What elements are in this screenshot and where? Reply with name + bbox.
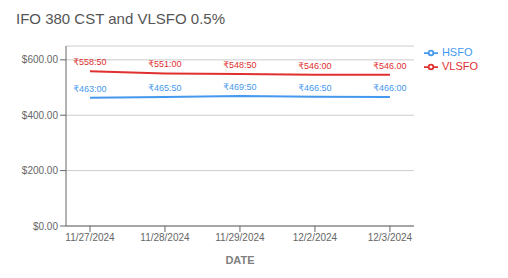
- svg-text:₹551:00: ₹551:00: [148, 59, 181, 69]
- svg-text:12/3/2024: 12/3/2024: [368, 232, 413, 243]
- svg-text:₹558:50: ₹558:50: [73, 57, 106, 67]
- svg-text:12/2/2024: 12/2/2024: [293, 232, 338, 243]
- svg-text:₹548:50: ₹548:50: [223, 60, 256, 70]
- svg-text:$200.00: $200.00: [22, 165, 59, 176]
- svg-text:11/27/2024: 11/27/2024: [65, 232, 115, 243]
- svg-text:₹466:00: ₹466:00: [373, 83, 406, 93]
- html-text:HSFO: HSFO: [441, 46, 473, 58]
- svg-text:₹469:50: ₹469:50: [223, 82, 256, 92]
- svg-text:₹466:50: ₹466:50: [298, 83, 331, 93]
- svg-text:11/28/2024: 11/28/2024: [140, 232, 190, 243]
- svg-text:₹465:50: ₹465:50: [148, 83, 181, 93]
- html-text:VLSFO: VLSFO: [441, 60, 478, 73]
- svg-text:$600.00: $600.00: [22, 54, 59, 65]
- svg-text:11/29/2024: 11/29/2024: [215, 232, 265, 243]
- svg-text:₹546.00: ₹546.00: [373, 61, 406, 71]
- html-text:IFO 380 CST and VLSFO 0.5%: IFO 380 CST and VLSFO 0.5%: [16, 10, 225, 27]
- svg-text:₹463:00: ₹463:00: [73, 84, 106, 94]
- svg-text:₹546:00: ₹546:00: [298, 61, 331, 71]
- svg-text:$400.00: $400.00: [22, 110, 59, 121]
- svg-text:DATE: DATE: [225, 254, 254, 266]
- svg-text:$0.00: $0.00: [33, 221, 58, 232]
